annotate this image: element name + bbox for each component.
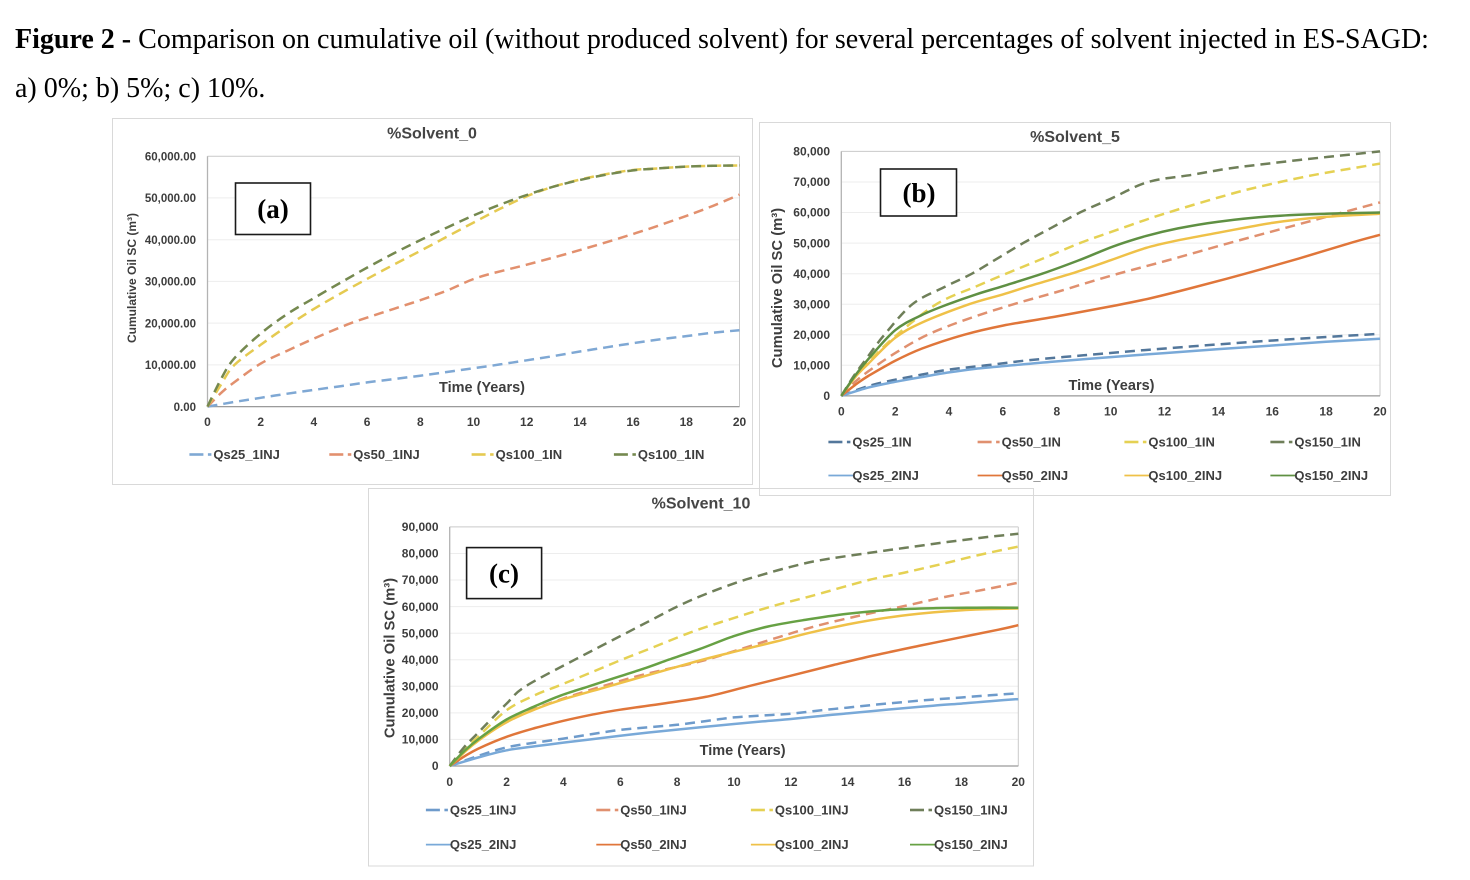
svg-text:20: 20 — [1012, 775, 1026, 789]
svg-text:10: 10 — [467, 415, 481, 429]
svg-text:60,000: 60,000 — [793, 206, 830, 220]
svg-text:12: 12 — [1157, 405, 1171, 419]
svg-text:6: 6 — [364, 415, 371, 429]
svg-text:14: 14 — [1211, 405, 1225, 419]
svg-text:4: 4 — [945, 405, 952, 419]
svg-text:10,000: 10,000 — [793, 359, 830, 373]
svg-text:Time (Years): Time (Years) — [700, 743, 786, 759]
svg-text:6: 6 — [617, 775, 624, 789]
svg-text:18: 18 — [1319, 405, 1333, 419]
svg-text:10: 10 — [728, 775, 742, 789]
svg-text:10,000.00: 10,000.00 — [145, 360, 196, 372]
svg-text:70,000: 70,000 — [402, 574, 439, 588]
svg-text:2: 2 — [257, 415, 264, 429]
svg-text:Qs25_1IN: Qs25_1IN — [852, 435, 911, 450]
svg-text:2: 2 — [504, 775, 511, 789]
svg-text:80,000: 80,000 — [793, 145, 830, 159]
svg-text:Cumulative Oil SC (m³): Cumulative Oil SC (m³) — [770, 208, 786, 368]
svg-text:Qs50_2INJ: Qs50_2INJ — [621, 837, 688, 852]
svg-text:40,000: 40,000 — [793, 267, 830, 281]
svg-text:30,000: 30,000 — [402, 680, 439, 694]
svg-text:Qs50_1INJ: Qs50_1INJ — [353, 447, 420, 462]
svg-text:90,000: 90,000 — [402, 520, 439, 534]
svg-text:0: 0 — [204, 415, 211, 429]
svg-text:%Solvent_0: %Solvent_0 — [387, 125, 477, 142]
svg-text:16: 16 — [898, 775, 912, 789]
svg-text:18: 18 — [680, 415, 694, 429]
svg-text:0: 0 — [823, 389, 830, 403]
svg-text:14: 14 — [573, 415, 587, 429]
svg-text:60,000: 60,000 — [402, 600, 439, 614]
svg-text:20,000.00: 20,000.00 — [145, 318, 196, 330]
svg-text:(a): (a) — [257, 194, 288, 224]
svg-text:Time (Years): Time (Years) — [439, 380, 525, 396]
svg-text:14: 14 — [841, 775, 855, 789]
svg-text:20: 20 — [733, 415, 747, 429]
svg-text:Qs50_1INJ: Qs50_1INJ — [621, 803, 688, 818]
svg-text:Qs150_1IN: Qs150_1IN — [1294, 435, 1361, 450]
svg-text:16: 16 — [1265, 405, 1279, 419]
svg-text:Qs25_2INJ: Qs25_2INJ — [852, 468, 919, 483]
svg-text:20,000: 20,000 — [793, 328, 830, 342]
svg-text:20,000: 20,000 — [402, 706, 439, 720]
svg-text:Time (Years): Time (Years) — [1068, 378, 1154, 394]
svg-text:Cumulative Oil SC (m³): Cumulative Oil SC (m³) — [125, 212, 139, 342]
svg-text:12: 12 — [785, 775, 799, 789]
svg-text:8: 8 — [674, 775, 681, 789]
svg-text:0: 0 — [447, 775, 454, 789]
svg-text:Qs100_1IN: Qs100_1IN — [638, 447, 705, 462]
svg-text:16: 16 — [626, 415, 640, 429]
svg-text:40,000: 40,000 — [402, 653, 439, 667]
svg-text:50,000: 50,000 — [793, 236, 830, 250]
svg-text:40,000.00: 40,000.00 — [145, 234, 196, 246]
svg-text:Qs100_2INJ: Qs100_2INJ — [775, 837, 849, 852]
svg-text:Qs150_1INJ: Qs150_1INJ — [934, 803, 1008, 818]
svg-text:%Solvent_5: %Solvent_5 — [1030, 129, 1120, 146]
svg-text:8: 8 — [1053, 405, 1060, 419]
svg-text:4: 4 — [560, 775, 567, 789]
svg-text:2: 2 — [891, 405, 898, 419]
svg-text:Qs100_1IN: Qs100_1IN — [1148, 435, 1215, 450]
svg-text:Qs150_2INJ: Qs150_2INJ — [1294, 468, 1368, 483]
svg-text:10,000: 10,000 — [402, 733, 439, 747]
svg-text:Qs100_2INJ: Qs100_2INJ — [1148, 468, 1222, 483]
svg-text:4: 4 — [311, 415, 318, 429]
svg-text:0: 0 — [837, 405, 844, 419]
svg-text:20: 20 — [1373, 405, 1387, 419]
svg-text:Qs100_1IN: Qs100_1IN — [496, 447, 562, 462]
svg-text:Qs25_1INJ: Qs25_1INJ — [213, 447, 280, 462]
svg-text:Qs25_2INJ: Qs25_2INJ — [450, 837, 517, 852]
svg-text:Qs150_2INJ: Qs150_2INJ — [934, 837, 1008, 852]
svg-text:(c): (c) — [489, 559, 519, 589]
svg-text:Qs100_1INJ: Qs100_1INJ — [775, 803, 849, 818]
svg-text:12: 12 — [520, 415, 534, 429]
svg-text:Qs50_1IN: Qs50_1IN — [1001, 435, 1060, 450]
svg-text:0: 0 — [432, 760, 439, 774]
svg-text:30,000.00: 30,000.00 — [145, 276, 196, 288]
svg-text:80,000: 80,000 — [402, 547, 439, 561]
svg-text:30,000: 30,000 — [793, 297, 830, 311]
svg-text:Cumulative Oil SC (m³): Cumulative Oil SC (m³) — [383, 578, 399, 738]
svg-text:%Solvent_10: %Solvent_10 — [652, 496, 751, 513]
svg-text:50,000: 50,000 — [402, 627, 439, 641]
svg-text:60,000.00: 60,000.00 — [145, 151, 196, 163]
svg-text:70,000: 70,000 — [793, 175, 830, 189]
svg-text:18: 18 — [955, 775, 969, 789]
svg-text:6: 6 — [999, 405, 1006, 419]
svg-text:Qs25_1INJ: Qs25_1INJ — [450, 803, 517, 818]
svg-text:Qs50_2INJ: Qs50_2INJ — [1001, 468, 1068, 483]
svg-text:10: 10 — [1104, 405, 1118, 419]
svg-text:0.00: 0.00 — [174, 401, 196, 413]
svg-text:(b): (b) — [902, 178, 935, 208]
svg-text:8: 8 — [417, 415, 424, 429]
svg-text:50,000.00: 50,000.00 — [145, 193, 196, 205]
